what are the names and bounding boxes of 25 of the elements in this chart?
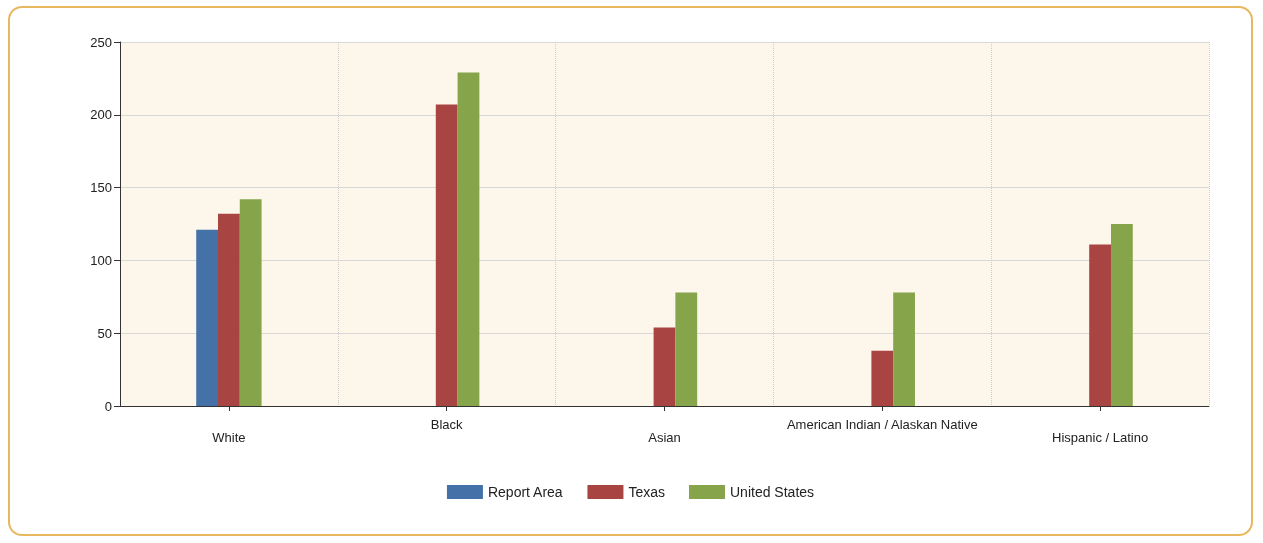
bar: [239, 199, 262, 406]
legend-label: Texas: [628, 484, 666, 500]
x-tick-label: Asian: [648, 430, 681, 445]
legend-label: Report Area: [487, 484, 563, 500]
bar: [871, 350, 894, 406]
y-tick-label: 100: [90, 252, 112, 268]
y-tick-label: 200: [90, 107, 112, 123]
y-tick-label: 0: [104, 398, 112, 414]
y-tick-label: 50: [97, 325, 112, 341]
y-tick-label: 250: [90, 34, 112, 50]
x-tick-label: White: [212, 430, 246, 445]
legend-label: United States: [730, 484, 815, 500]
bar: [893, 292, 915, 406]
x-tick-label: American Indian / Alaskan Native: [786, 417, 978, 432]
bar: [457, 72, 480, 406]
bar: [653, 327, 676, 406]
bar: [675, 292, 698, 406]
bar: [435, 104, 458, 406]
x-tick-label: Black: [430, 417, 464, 432]
bar: [196, 229, 219, 406]
bar: [1089, 244, 1111, 406]
x-tick-label: Hispanic / Latino: [1052, 430, 1149, 445]
bar: [1110, 224, 1133, 406]
bar: [218, 213, 240, 406]
y-tick-label: 150: [90, 180, 112, 196]
